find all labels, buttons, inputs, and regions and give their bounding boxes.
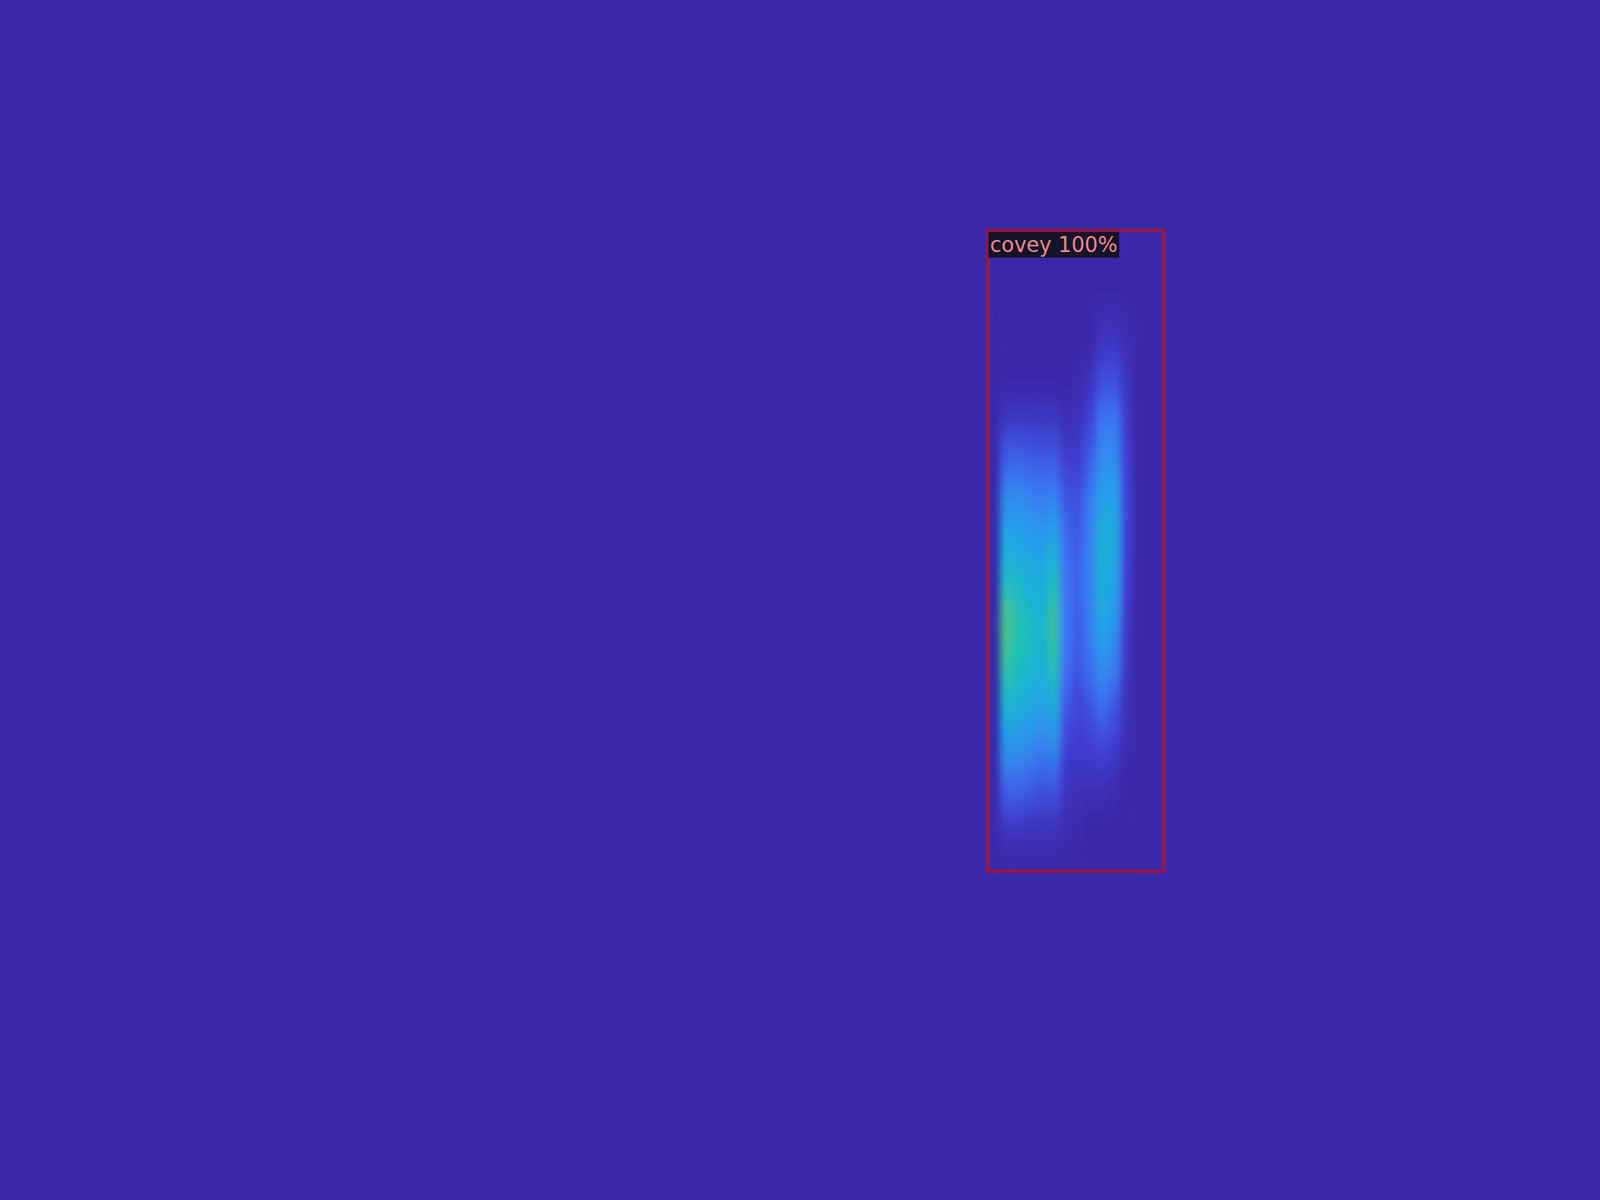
- svg-text:covey 100%: covey 100%: [990, 232, 1119, 257]
